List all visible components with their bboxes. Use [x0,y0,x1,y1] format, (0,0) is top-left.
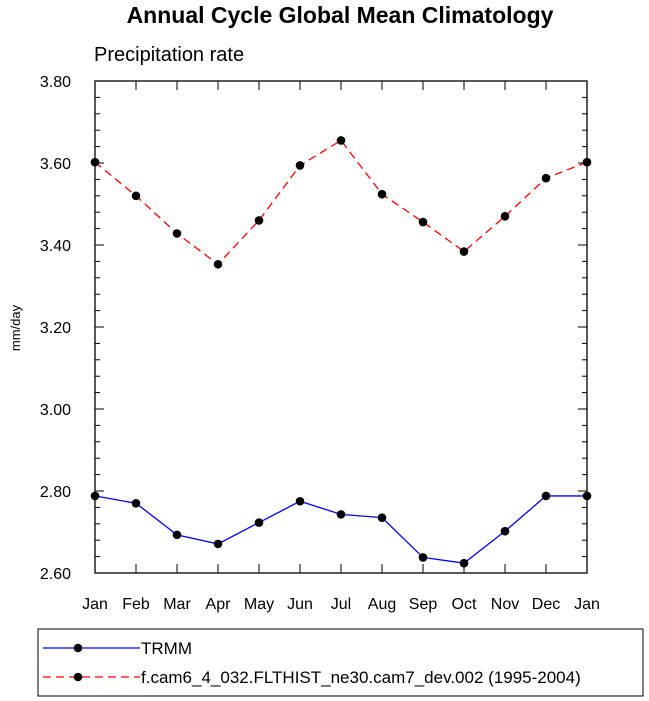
data-point [131,499,141,508]
legend-label: f.cam6_4_032.FLTHIST_ne30.cam7_dev.002 (… [141,668,581,687]
legend-marker [73,672,83,682]
data-point [541,491,551,501]
data-point [295,161,305,170]
legend: TRMM f.cam6_4_032.FLTHIST_ne30.cam7_dev.0… [37,628,644,697]
chart-title: Annual Cycle Global Mean Climatology [127,2,554,28]
data-point [459,247,469,256]
data-point [500,526,510,536]
x-tick-label: Jun [287,596,313,613]
x-tick-label: Oct [452,596,477,613]
data-point [90,157,100,167]
data-point [541,173,551,183]
x-tick-label: Mar [163,596,191,613]
y-axis-label: mm/day [8,304,23,351]
legend-box [37,628,644,697]
y-tick-label: 3.80 [40,74,71,91]
y-tick-label: 3.40 [40,238,71,255]
data-point [172,229,182,238]
x-tick-label: May [244,596,274,613]
data-point [336,136,346,145]
data-point [418,553,428,562]
legend-marker [73,643,83,653]
chart-subtitle: Precipitation rate [94,44,244,66]
y-tick-label: 3.20 [40,320,71,337]
x-tick-label: Feb [122,596,150,613]
plot-frame [94,80,588,574]
data-point [377,513,387,522]
legend-label: TRMM [141,639,192,658]
axes: Jan Feb Mar Apr May Jun Jul Aug Sep Oct Nov Dec Jan 2… [40,74,600,613]
data-point [582,491,592,501]
data-point [336,510,346,519]
data-point [131,191,141,201]
data-point [582,157,592,167]
x-tick-label: Aug [368,596,396,613]
x-tick-label: Jan [82,596,108,613]
data-point [459,558,469,568]
data-point [254,518,264,527]
x-tick-label: Nov [491,596,519,613]
y-tick-label: 3.00 [40,402,71,419]
data-point [213,259,223,269]
x-tick-label: Dec [532,596,560,613]
series-line-0 [94,495,587,564]
x-tick-label: Sep [409,596,438,613]
x-tick-label: Jul [331,596,351,613]
y-tick-label: 3.60 [40,156,71,173]
data-point [377,189,387,199]
y-tick-label: 2.80 [40,484,71,501]
y-tick-label: 2.60 [40,566,71,583]
x-tick-label: Apr [206,596,232,613]
data-point [172,530,182,540]
data-point [213,539,223,549]
data-point [418,217,428,227]
data-point [254,216,264,225]
plot-area [90,136,592,568]
series-line-1 [94,139,588,266]
x-tick-label: Jan [574,596,600,613]
data-point [500,212,510,221]
data-point [295,496,305,506]
data-point [90,491,100,501]
